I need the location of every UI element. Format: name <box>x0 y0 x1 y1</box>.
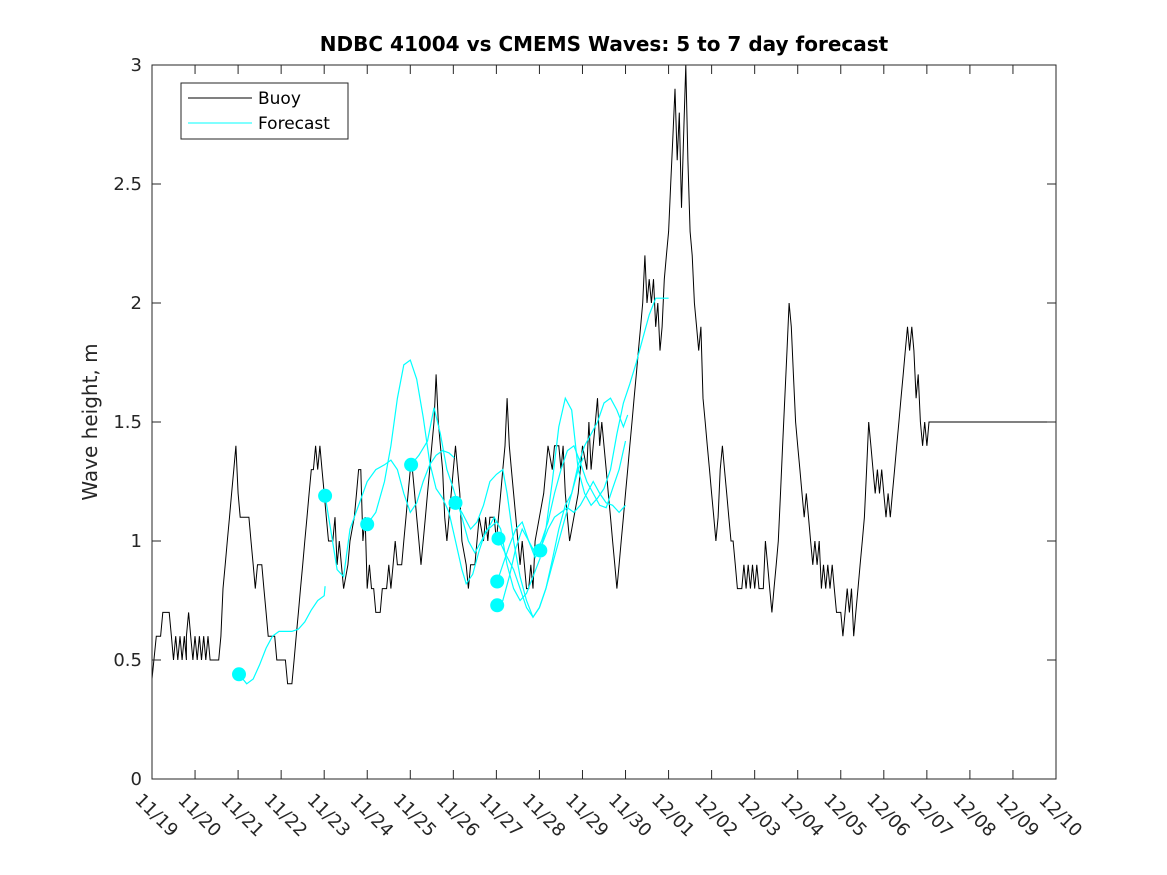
forecast-start-marker-8 <box>533 543 548 558</box>
legend-forecast-label: Forecast <box>258 114 330 134</box>
forecast-start-marker-3 <box>404 457 419 472</box>
x-tick-label: 12/03 <box>733 790 785 842</box>
x-tick-label: 11/20 <box>174 790 226 842</box>
y-axis-label: Wave height, m <box>78 343 102 500</box>
data-layer <box>151 64 1056 685</box>
y-tick-label: 3 <box>131 55 142 76</box>
x-tick-label: 11/25 <box>389 790 441 842</box>
forecast-start-marker-4 <box>448 495 463 510</box>
forecast-run-line-2 <box>410 407 541 602</box>
legend-buoy-label: Buoy <box>258 89 301 109</box>
forecast-run-line-0 <box>324 449 455 579</box>
x-tick-label: 11/19 <box>130 790 182 842</box>
y-tick-label: 1.5 <box>113 412 142 433</box>
x-tick-label: 11/22 <box>260 790 312 842</box>
x-tick-label: 11/24 <box>346 790 398 842</box>
forecast-start-marker-5 <box>490 598 505 613</box>
x-tick-label: 12/10 <box>1034 790 1086 842</box>
y-tick-label: 0.5 <box>113 650 142 671</box>
buoy-series-line <box>151 64 1056 685</box>
x-tick-label: 12/04 <box>776 790 828 842</box>
y-tick-label: 2 <box>131 293 142 314</box>
forecast-run-line-5 <box>497 397 629 619</box>
x-tick-label: 12/09 <box>991 790 1043 842</box>
x-tick-label: 11/28 <box>518 790 570 842</box>
forecast-start-marker-2 <box>360 517 375 532</box>
forecast-run-line-4 <box>496 480 626 606</box>
y-tick-label: 2.5 <box>113 174 142 195</box>
chart-title: NDBC 41004 vs CMEMS Waves: 5 to 7 day fo… <box>320 32 889 56</box>
forecast-start-marker-7 <box>490 574 505 589</box>
forecast-run-line-7 <box>539 297 669 551</box>
legend-box <box>180 82 349 140</box>
x-tick-label: 12/05 <box>819 790 871 842</box>
x-tick-label: 11/29 <box>561 790 613 842</box>
x-tick-label: 12/02 <box>690 790 742 842</box>
plot-frame <box>151 64 1057 780</box>
x-tick-label: 11/21 <box>217 790 269 842</box>
forecast-start-marker-6 <box>491 531 506 546</box>
forecast-run-line-6 <box>496 440 627 582</box>
x-tick-label: 12/01 <box>647 790 699 842</box>
forecast-run-line-3 <box>455 457 584 619</box>
x-tick-label: 11/26 <box>432 790 484 842</box>
forecast-start-marker-1 <box>318 488 333 503</box>
x-tick-label: 12/06 <box>862 790 914 842</box>
plot-area <box>152 65 1056 779</box>
legend: Buoy Forecast <box>180 82 349 140</box>
forecast-run-line-1 <box>366 359 497 586</box>
forecast-start-marker-0 <box>232 667 246 682</box>
y-tick-label: 0 <box>131 769 142 790</box>
x-tick-label: 11/23 <box>303 790 355 842</box>
x-tick-label: 12/07 <box>905 790 957 842</box>
x-tick-label: 12/08 <box>948 790 1000 842</box>
x-tick-label: 11/27 <box>475 790 527 842</box>
x-tick-label: 11/30 <box>604 790 656 842</box>
y-tick-label: 1 <box>131 531 142 552</box>
forecast-run-line-8 <box>238 586 326 685</box>
